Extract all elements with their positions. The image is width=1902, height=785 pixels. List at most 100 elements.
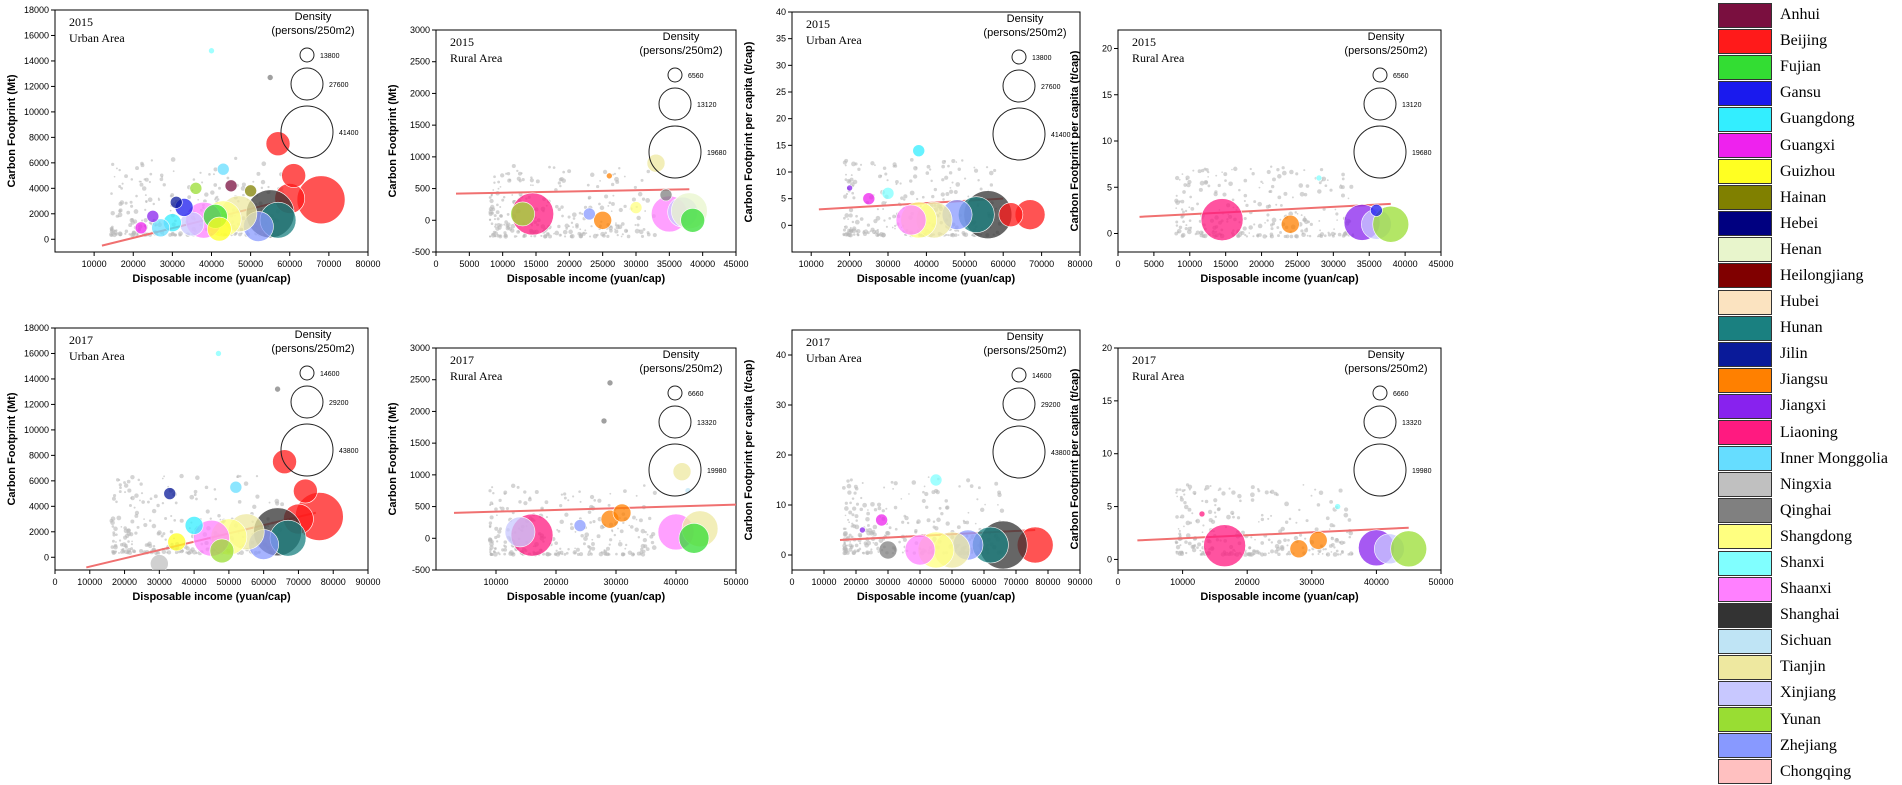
scatter-chart: 0 5000 10000 15000 20000 25000 30000 35000 40000… — [1069, 29, 1454, 285]
background-point — [1269, 189, 1273, 194]
data-point — [1289, 539, 1309, 559]
background-point — [602, 169, 608, 175]
background-point — [1208, 518, 1213, 523]
background-point — [118, 552, 120, 554]
background-point — [855, 228, 861, 234]
background-point — [625, 229, 628, 233]
background-point — [846, 483, 852, 489]
background-point — [1267, 517, 1270, 520]
background-point — [498, 234, 502, 238]
background-point — [118, 208, 123, 213]
density-unit: (persons/250m2) — [1344, 363, 1427, 375]
background-point — [900, 196, 904, 200]
background-point — [1249, 167, 1252, 171]
x-tick-label: 40000 — [1364, 577, 1389, 587]
background-point — [621, 233, 624, 236]
background-point — [870, 531, 874, 535]
background-point — [1248, 232, 1251, 234]
density-size-circle — [1353, 125, 1407, 179]
legend-item: Yunan — [1718, 707, 1902, 733]
background-point — [149, 172, 153, 176]
background-point — [1199, 180, 1205, 186]
background-point — [1192, 490, 1197, 495]
background-point — [124, 543, 128, 548]
background-point — [909, 158, 914, 162]
x-tick-label: 40000 — [907, 577, 932, 587]
background-point — [110, 192, 113, 195]
density-size-label: 6660 — [688, 391, 704, 398]
background-point — [1270, 489, 1275, 494]
background-point — [584, 229, 587, 232]
background-point — [885, 530, 890, 536]
x-tick-label: 20000 — [543, 577, 568, 587]
legend-label: Hebei — [1780, 214, 1819, 232]
data-point — [904, 534, 936, 566]
background-point — [584, 532, 590, 538]
legend-item: Hubei — [1718, 289, 1902, 315]
y-tick-label: 20 — [1102, 343, 1112, 353]
background-point — [1336, 553, 1340, 556]
x-tick-label: 50000 — [216, 577, 241, 587]
background-point — [140, 492, 144, 495]
density-unit: (persons/250m2) — [983, 345, 1066, 357]
background-point — [1175, 224, 1179, 227]
background-point — [1178, 200, 1182, 203]
background-point — [626, 234, 631, 239]
background-point — [640, 547, 644, 551]
background-point — [488, 218, 492, 222]
background-point — [124, 491, 127, 494]
background-point — [115, 233, 118, 236]
background-point — [517, 171, 522, 176]
x-tick-label: 20000 — [1249, 259, 1274, 269]
background-point — [612, 173, 615, 176]
background-point — [1233, 166, 1238, 172]
legend-item: Fujian — [1718, 54, 1902, 80]
background-point — [579, 234, 583, 239]
background-point — [499, 185, 502, 188]
background-point — [571, 212, 577, 218]
y-tick-label: 0 — [781, 220, 786, 230]
data-point — [265, 131, 291, 157]
background-point — [492, 491, 495, 495]
density-title: Density — [663, 31, 700, 43]
legend-item: Chongqing — [1718, 759, 1902, 785]
background-point — [610, 210, 613, 213]
background-point — [607, 204, 610, 207]
background-point — [598, 202, 601, 206]
data-point — [208, 47, 215, 55]
background-point — [901, 520, 905, 524]
chart-panel: 0 10000 20000 30000 40000 50000 60000 70000 8000… — [0, 318, 381, 618]
y-tick-label: 1500 — [410, 120, 430, 130]
background-point — [1189, 195, 1192, 199]
legend-swatch — [1718, 106, 1772, 132]
legend-swatch — [1718, 367, 1772, 393]
background-point — [170, 514, 173, 518]
background-point — [1187, 541, 1192, 546]
background-point — [1185, 224, 1188, 227]
background-point — [888, 217, 892, 220]
legend-item: Guizhou — [1718, 159, 1902, 185]
background-point — [868, 550, 873, 555]
background-point — [643, 544, 648, 549]
y-tick-label: 0 — [781, 550, 786, 560]
background-point — [1266, 213, 1270, 217]
background-point — [516, 229, 521, 234]
background-point — [1190, 206, 1195, 211]
data-point — [244, 184, 257, 198]
density-size-circle — [992, 107, 1046, 161]
area-label: Rural Area — [1132, 51, 1185, 65]
background-point — [148, 180, 151, 184]
y-tick-label: 15 — [1102, 396, 1112, 406]
background-point — [1188, 206, 1191, 209]
background-point — [570, 522, 573, 526]
background-point — [1271, 177, 1276, 182]
density-size-label: 6560 — [1393, 73, 1409, 80]
background-point — [848, 213, 853, 218]
plot-area — [453, 379, 736, 557]
background-point — [503, 490, 508, 495]
background-point — [241, 182, 246, 187]
x-tick-label: 20000 — [112, 577, 137, 587]
background-point — [644, 210, 647, 212]
background-point — [624, 547, 627, 550]
y-tick-label: 8000 — [29, 450, 49, 460]
